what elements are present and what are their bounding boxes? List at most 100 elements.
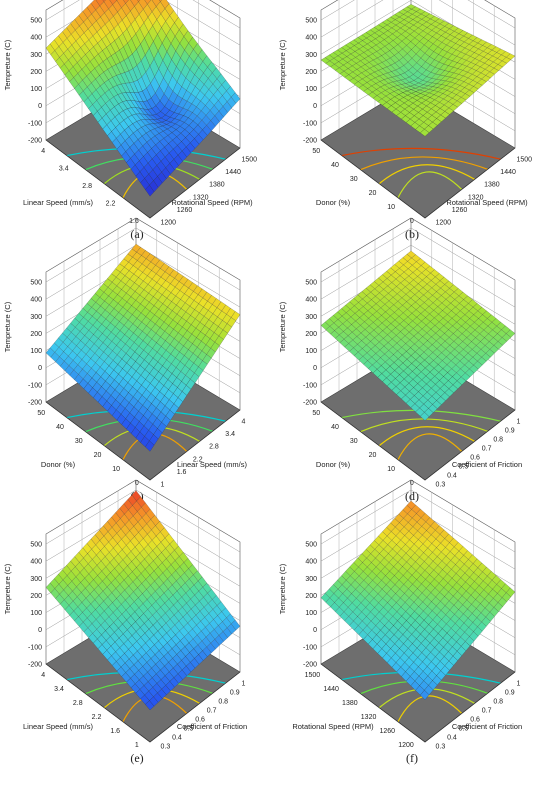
x-tick-label: 2.8 — [82, 183, 92, 190]
z-tick-label: 400 — [305, 297, 317, 304]
surface-mesh — [320, 250, 516, 421]
x-tick-label: 10 — [112, 466, 120, 473]
surface-facet — [145, 440, 155, 452]
panel-caption: (d) — [405, 489, 419, 503]
panel-caption: (e) — [130, 751, 143, 765]
z-tick-label: 300 — [30, 314, 42, 321]
contour-line — [360, 418, 488, 433]
x-tick-label: 1 — [135, 742, 139, 749]
x-axis-label: Linear Speed (mm/s) — [23, 198, 94, 207]
z-tick-label: 0 — [313, 103, 317, 110]
surface-facet — [158, 0, 163, 2]
surface-facet — [102, 0, 106, 3]
z-axis-label: Tempreture (C) — [278, 563, 287, 614]
z-tick-label: 0 — [38, 627, 42, 634]
y-tick-label: 0.6 — [195, 717, 205, 724]
y-axis-label: Coefficient of Friction — [177, 722, 247, 731]
z-tick-label: 200 — [30, 69, 42, 76]
z-tick-label: 500 — [30, 18, 42, 25]
wall-gridline — [320, 0, 516, 29]
z-tick-label: -100 — [28, 644, 42, 651]
surface-mesh — [45, 243, 241, 452]
surface-mesh — [45, 490, 241, 711]
surface-panel: 500 400 300 200 100 0 -100 -200 Tempreture (C) 12… — [278, 479, 522, 765]
y-tick-label: 0.7 — [482, 708, 492, 715]
surface-facet — [420, 412, 430, 421]
y-axis-label: Linear Speed (mm/s) — [177, 460, 248, 469]
z-axis-label: Tempreture (C) — [278, 39, 287, 90]
z-tick-label: -100 — [303, 382, 317, 389]
x-tick-label: 2.8 — [73, 700, 83, 707]
y-tick-label: 0.5 — [459, 464, 469, 471]
contour-line — [378, 164, 475, 185]
y-axis-label: Coefficient of Friction — [452, 460, 522, 469]
z-tick-label: -100 — [303, 120, 317, 127]
z-tick-label: -100 — [28, 120, 42, 127]
floor-edge — [45, 663, 241, 743]
y-tick-label: 0.9 — [505, 428, 515, 435]
z-tick-label: 200 — [30, 331, 42, 338]
surface-mesh — [320, 500, 516, 700]
z-tick-label: 100 — [30, 348, 42, 355]
floor-edge — [320, 139, 516, 219]
x-tick-label: 50 — [312, 410, 320, 417]
x-tick-label: 0 — [410, 218, 414, 225]
y-tick-label: 0.4 — [447, 735, 457, 742]
y-tick-label: 3.4 — [225, 431, 235, 438]
x-tick-label: 1440 — [323, 686, 339, 693]
contour-line — [378, 426, 475, 447]
x-axis-label: Linear Speed (mm/s) — [23, 722, 94, 731]
y-tick-label: 1 — [517, 681, 521, 688]
x-axis-label: Donor (%) — [316, 198, 351, 207]
z-tick-label: 100 — [305, 348, 317, 355]
z-tick-label: 0 — [38, 365, 42, 372]
x-tick-label: 20 — [94, 452, 102, 459]
wall-gridline — [45, 0, 241, 29]
y-tick-label: 2.2 — [193, 456, 203, 463]
z-tick-label: -200 — [28, 662, 42, 669]
surface-facet — [420, 689, 430, 700]
z-tick-label: -200 — [28, 400, 42, 407]
y-tick-label: 0.4 — [172, 735, 182, 742]
x-tick-label: 4 — [41, 672, 45, 679]
floor-edge — [320, 401, 516, 481]
y-tick-label: 0.9 — [505, 690, 515, 697]
x-tick-label: 1500 — [305, 672, 321, 679]
x-tick-label: 4 — [41, 148, 45, 155]
z-tick-label: -200 — [28, 138, 42, 145]
z-tick-label: -200 — [303, 400, 317, 407]
z-axis-label: Tempreture (C) — [3, 39, 12, 90]
surface-mesh — [45, 0, 241, 197]
surface-mesh — [320, 4, 516, 137]
z-tick-label: 100 — [30, 86, 42, 93]
x-tick-label: 1260 — [380, 728, 396, 735]
z-tick-label: 200 — [305, 593, 317, 600]
contour-line — [360, 156, 488, 171]
y-tick-label: 1260 — [177, 207, 193, 214]
y-tick-label: 0.5 — [459, 726, 469, 733]
contour-line — [397, 171, 463, 198]
x-tick-label: 1.6 — [110, 728, 120, 735]
wall-gridline — [45, 227, 241, 291]
x-tick-label: 50 — [37, 410, 45, 417]
y-axis-label: Rotational Speed (RPM) — [446, 198, 528, 207]
z-tick-label: 100 — [30, 610, 42, 617]
z-tick-label: 500 — [305, 280, 317, 287]
z-tick-label: 200 — [305, 331, 317, 338]
surface-panel: 500 400 300 200 100 0 -100 -200 Tempreture (C) 0 1… — [3, 217, 248, 503]
z-tick-label: -200 — [303, 662, 317, 669]
x-tick-label: 3.4 — [54, 686, 64, 693]
surface-panel: 500 400 300 200 100 0 -100 -200 Tempreture (C) 1.… — [3, 0, 257, 241]
y-tick-label: 0.4 — [447, 473, 457, 480]
panel-caption: (f) — [406, 751, 418, 765]
x-axis-label: Rotational Speed (RPM) — [292, 722, 374, 731]
z-tick-label: 500 — [30, 280, 42, 287]
y-tick-label: 1440 — [500, 169, 516, 176]
floor-edge — [45, 139, 241, 219]
y-tick-label: 1500 — [242, 157, 258, 164]
z-tick-label: -200 — [303, 138, 317, 145]
wall-gridline — [320, 244, 516, 308]
panel-caption: (b) — [405, 227, 419, 241]
